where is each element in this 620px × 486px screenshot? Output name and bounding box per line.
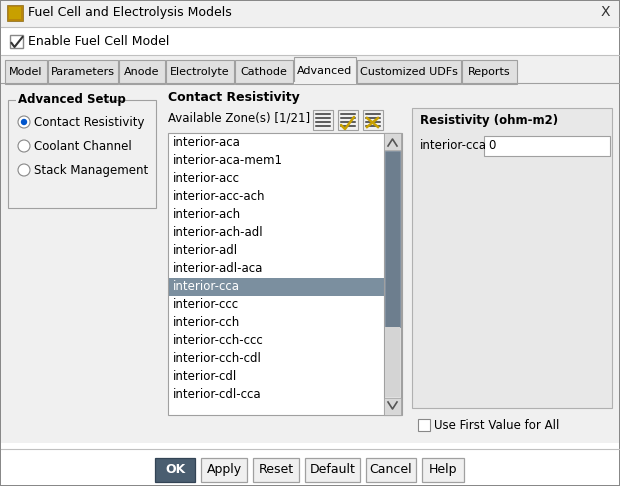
Bar	[385, 151, 400, 327]
Text: Cancel: Cancel	[370, 463, 412, 476]
Text: Enable Fuel Cell Model: Enable Fuel Cell Model	[28, 35, 169, 48]
Text: interior-aca-mem1: interior-aca-mem1	[173, 154, 283, 167]
Bar	[5, 60, 47, 84]
Bar	[166, 60, 234, 84]
Text: Use First Value for All: Use First Value for All	[434, 419, 559, 432]
Text: interior-cdl: interior-cdl	[173, 370, 237, 383]
Text: interior-ach: interior-ach	[173, 208, 241, 221]
Bar	[462, 60, 517, 84]
Text: Parameters: Parameters	[51, 67, 115, 77]
Text: Available Zone(s) [1/21]: Available Zone(s) [1/21]	[168, 111, 310, 124]
Text: OK: OK	[165, 463, 185, 476]
Text: interior-aca: interior-aca	[173, 136, 241, 149]
Bar	[338, 110, 358, 130]
Bar	[1, 55, 619, 83]
Bar	[418, 419, 430, 431]
Text: 0: 0	[488, 139, 495, 152]
Bar	[253, 458, 299, 482]
Bar	[1, 1, 619, 27]
Bar	[384, 398, 401, 415]
Bar	[412, 108, 612, 408]
Text: interior-acc-ach: interior-acc-ach	[173, 190, 265, 203]
Text: X: X	[601, 5, 611, 19]
Text: Reports: Reports	[467, 67, 510, 77]
Text: Anode: Anode	[124, 67, 160, 77]
Text: interior-cca: interior-cca	[173, 280, 240, 293]
Circle shape	[21, 119, 27, 125]
Bar	[294, 57, 356, 84]
Text: Apply: Apply	[206, 463, 242, 476]
Text: Contact Resistivity: Contact Resistivity	[34, 116, 144, 129]
Text: interior-ach-adl: interior-ach-adl	[173, 226, 264, 239]
Bar	[384, 133, 401, 415]
Text: interior-ccc: interior-ccc	[173, 298, 239, 311]
Text: Coolant Channel: Coolant Channel	[34, 140, 131, 153]
Text: interior-cdl-cca: interior-cdl-cca	[173, 388, 262, 401]
Text: interior-adl: interior-adl	[173, 244, 238, 257]
Bar	[422, 458, 464, 482]
Text: interior-cch-cdl: interior-cch-cdl	[173, 352, 262, 365]
Text: Help: Help	[429, 463, 458, 476]
Bar	[1, 83, 619, 443]
Bar	[366, 458, 416, 482]
Bar	[313, 110, 333, 130]
Text: interior-cca: interior-cca	[420, 139, 487, 152]
Bar	[7, 5, 23, 21]
Bar	[119, 60, 165, 84]
Text: interior-adl-aca: interior-adl-aca	[173, 262, 264, 275]
Bar	[235, 60, 293, 84]
Text: Cathode: Cathode	[241, 67, 288, 77]
Bar	[169, 278, 384, 296]
Text: Reset: Reset	[259, 463, 293, 476]
Text: Advanced Setup: Advanced Setup	[18, 93, 126, 106]
Text: Customized UDFs: Customized UDFs	[360, 67, 458, 77]
Circle shape	[18, 140, 30, 152]
Bar	[384, 133, 401, 150]
Text: interior-cch: interior-cch	[173, 316, 241, 329]
Text: Fuel Cell and Electrolysis Models: Fuel Cell and Electrolysis Models	[28, 6, 232, 19]
Text: Advanced: Advanced	[298, 66, 353, 76]
Text: Resistivity (ohm-m2): Resistivity (ohm-m2)	[420, 114, 558, 127]
Text: Model: Model	[9, 67, 43, 77]
Bar	[48, 60, 118, 84]
Bar	[385, 327, 400, 397]
Text: Default: Default	[309, 463, 355, 476]
Bar	[201, 458, 247, 482]
Bar	[8, 100, 156, 208]
Bar	[16, 93, 104, 106]
Bar	[168, 133, 402, 415]
Circle shape	[18, 116, 30, 128]
Text: interior-acc: interior-acc	[173, 172, 240, 185]
Text: Contact Resistivity: Contact Resistivity	[168, 91, 299, 104]
Bar	[363, 110, 383, 130]
Bar	[357, 60, 461, 84]
Text: interior-cch-ccc: interior-cch-ccc	[173, 334, 264, 347]
Text: Stack Management: Stack Management	[34, 164, 148, 177]
Bar	[155, 458, 195, 482]
Bar	[10, 35, 23, 48]
Bar	[9, 7, 21, 19]
Text: Electrolyte: Electrolyte	[170, 67, 230, 77]
Bar	[484, 136, 610, 156]
Circle shape	[18, 164, 30, 176]
Bar	[305, 458, 360, 482]
